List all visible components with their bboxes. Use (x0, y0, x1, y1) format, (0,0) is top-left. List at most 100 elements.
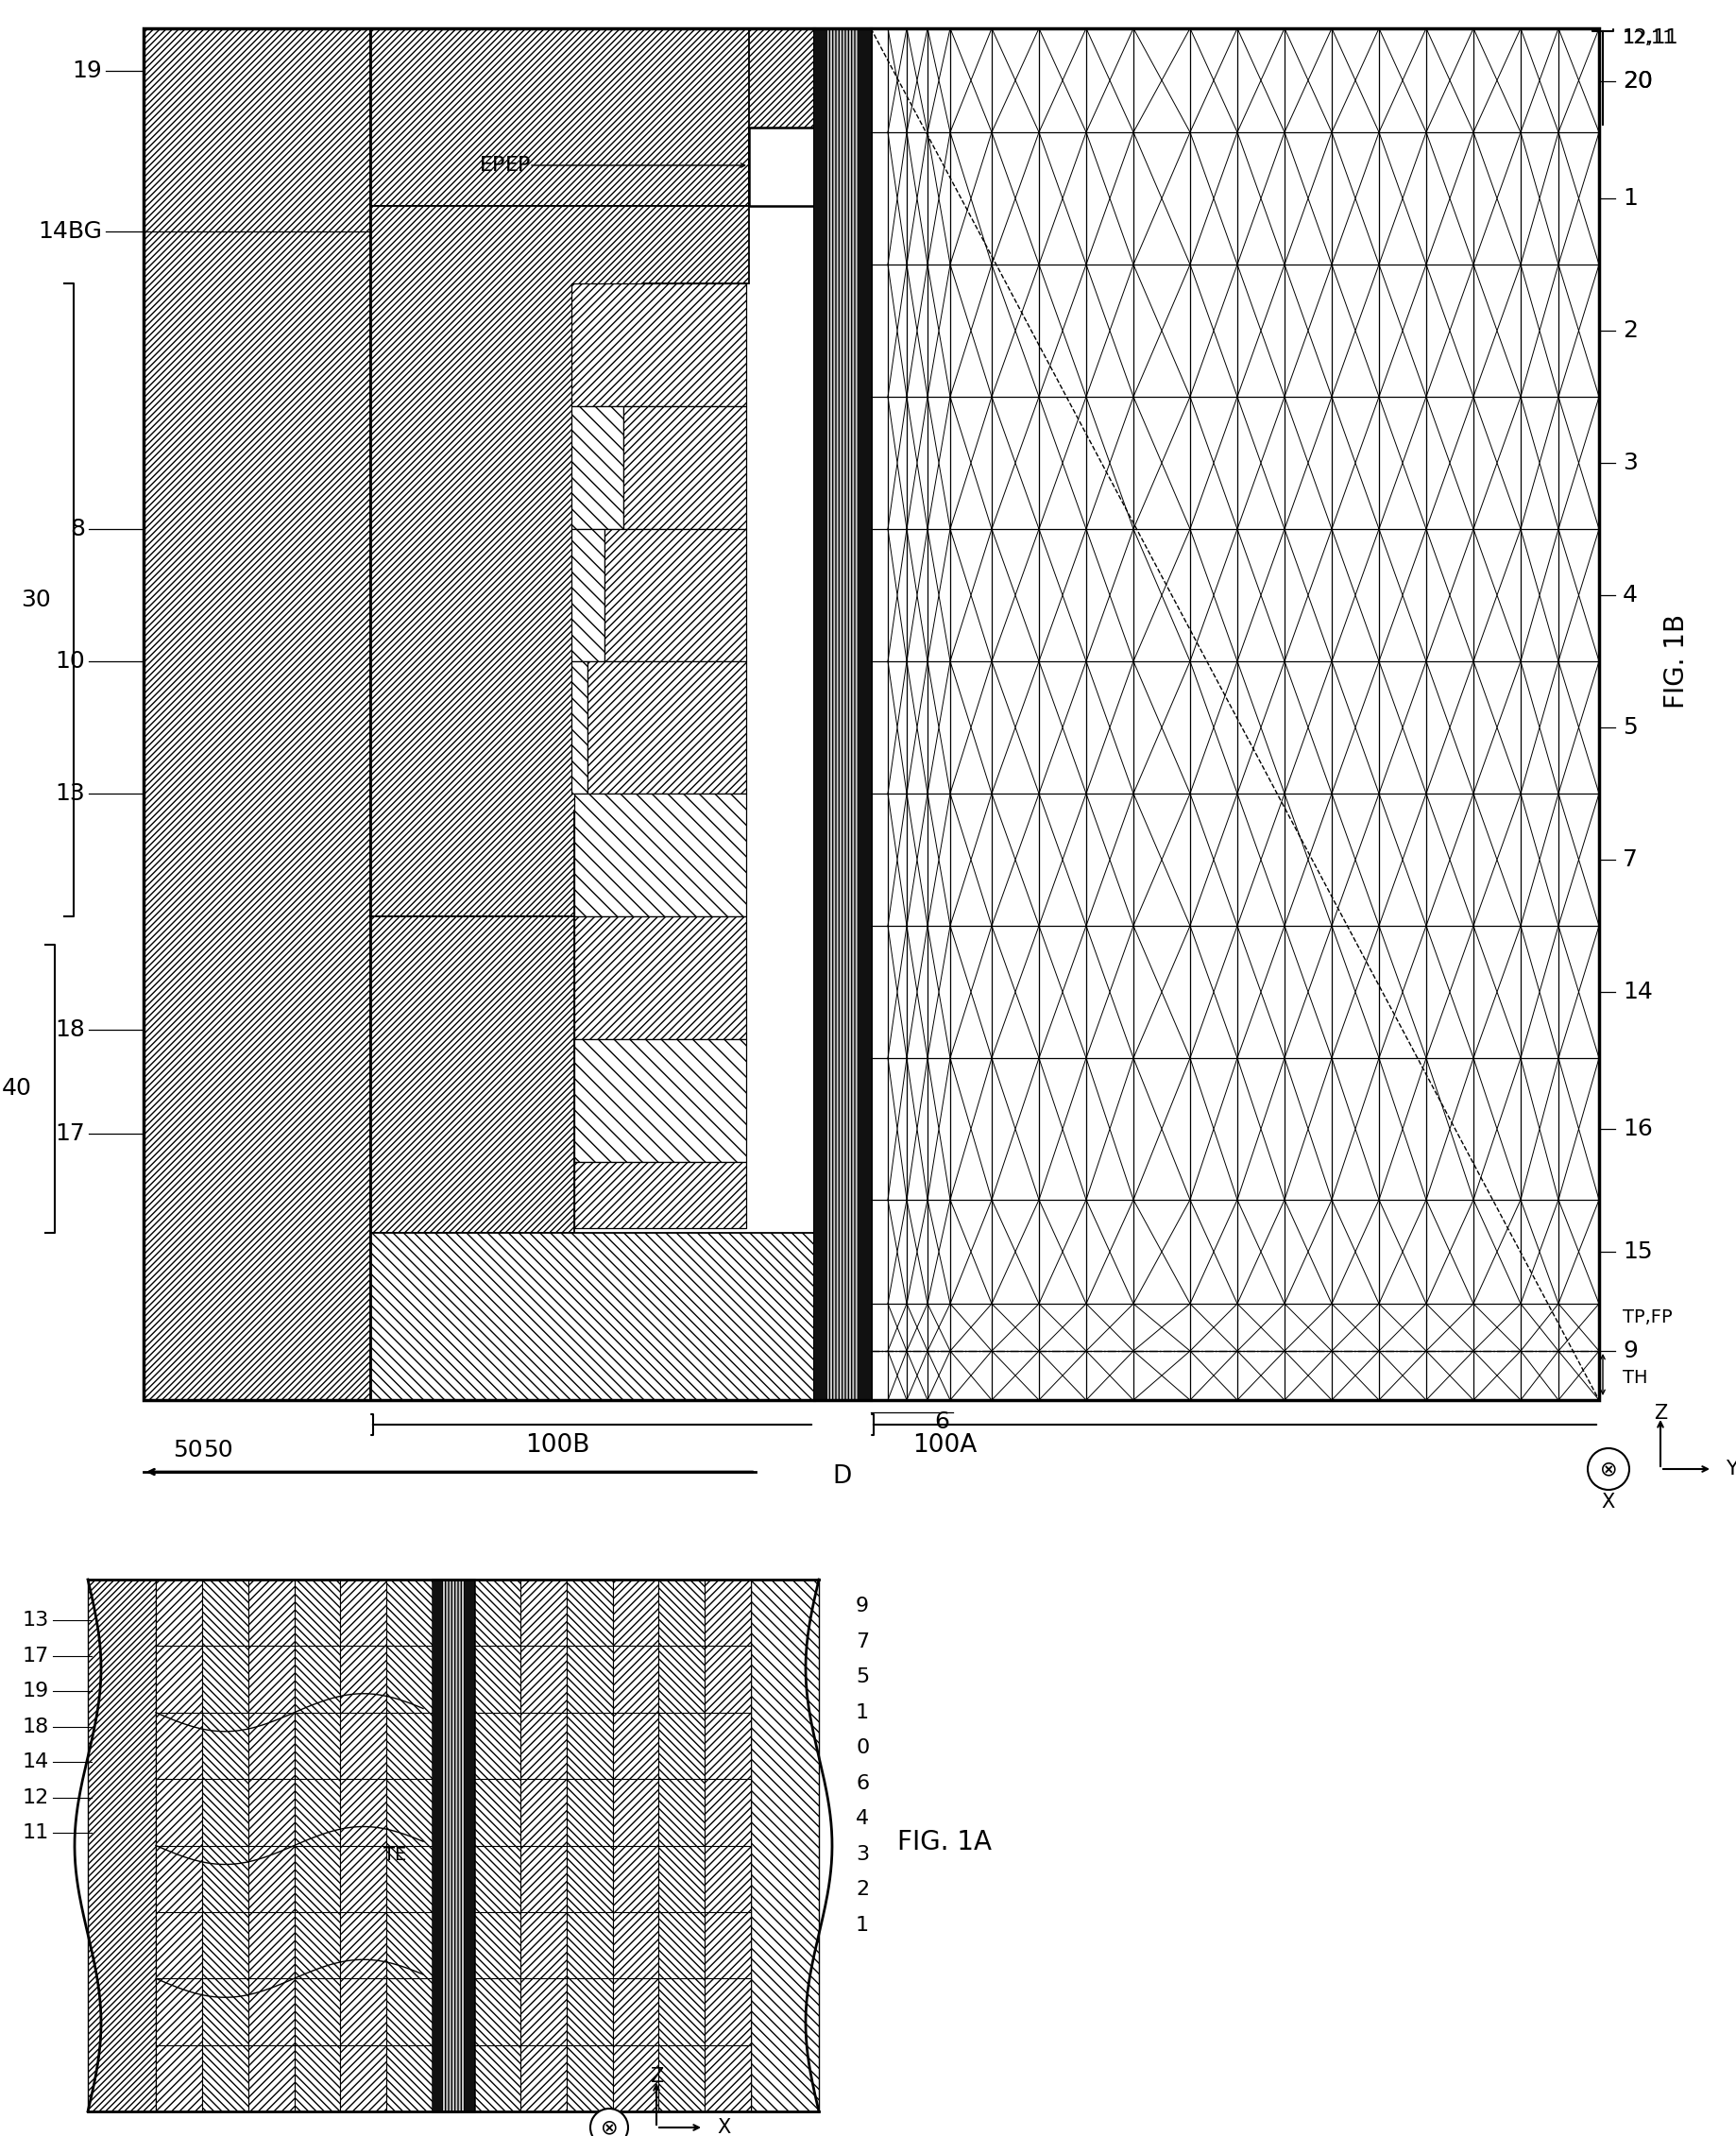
Text: 12,11: 12,11 (1623, 28, 1679, 47)
Text: FIG. 1A: FIG. 1A (898, 1828, 991, 1856)
Polygon shape (658, 1579, 705, 2113)
Text: EP: EP (505, 156, 531, 175)
Text: 12,11: 12,11 (1623, 28, 1675, 47)
Text: TE: TE (384, 1846, 406, 1865)
Text: 17: 17 (23, 1647, 49, 1666)
Polygon shape (248, 1579, 293, 2113)
Polygon shape (575, 1040, 746, 1162)
Polygon shape (575, 916, 746, 1040)
Text: D: D (833, 1465, 852, 1489)
Polygon shape (370, 28, 814, 205)
Bar (748, 128, 814, 205)
Polygon shape (705, 1579, 752, 2113)
Text: 19: 19 (23, 1681, 49, 1700)
Bar (465, 1579, 474, 2113)
Circle shape (1588, 1448, 1630, 1489)
Polygon shape (613, 1579, 658, 2113)
Polygon shape (370, 916, 575, 1232)
Polygon shape (340, 1579, 387, 2113)
Polygon shape (575, 795, 746, 916)
Text: 1: 1 (1623, 188, 1637, 209)
Polygon shape (571, 406, 623, 530)
Bar (144, 28, 1599, 1399)
Bar (370, 1232, 814, 1399)
Text: 17: 17 (56, 1121, 85, 1145)
Polygon shape (571, 284, 746, 406)
Text: ⊗: ⊗ (1599, 1459, 1618, 1478)
Bar (144, 28, 370, 1399)
Text: 1: 1 (856, 1916, 870, 1935)
Text: 5: 5 (1623, 716, 1637, 739)
Text: 30: 30 (21, 590, 50, 611)
Text: Z: Z (649, 2068, 663, 2087)
Text: 5: 5 (856, 1668, 870, 1685)
Text: Y: Y (1726, 1459, 1736, 1478)
Text: 13: 13 (56, 782, 85, 805)
Text: 19: 19 (71, 60, 102, 81)
Text: 20: 20 (1623, 70, 1653, 92)
Text: FIG. 1B: FIG. 1B (1663, 613, 1689, 709)
Text: X: X (1602, 1493, 1614, 1512)
Bar (432, 1579, 474, 2113)
Text: EP: EP (479, 156, 505, 175)
Polygon shape (571, 662, 587, 795)
Polygon shape (571, 530, 604, 662)
Text: 18: 18 (56, 1019, 85, 1040)
Polygon shape (566, 1579, 613, 2113)
Text: TP,FP: TP,FP (1623, 1309, 1672, 1326)
Text: TH: TH (1623, 1369, 1647, 1386)
Bar (871, 28, 1599, 1399)
Text: 3: 3 (856, 1846, 870, 1865)
Text: 15: 15 (1623, 1241, 1653, 1262)
Polygon shape (474, 1579, 521, 2113)
Text: 6: 6 (934, 1410, 950, 1433)
Circle shape (590, 2108, 628, 2136)
Text: 18: 18 (23, 1717, 49, 1737)
Text: 7: 7 (1623, 848, 1637, 871)
Polygon shape (156, 1579, 201, 2113)
Text: 3: 3 (1623, 451, 1637, 474)
Text: 50: 50 (203, 1440, 233, 1461)
Text: 4: 4 (1623, 583, 1637, 607)
Bar (89, 1579, 819, 2113)
Bar (432, 1579, 443, 2113)
Bar (814, 28, 871, 1399)
Text: 13: 13 (23, 1611, 49, 1630)
Text: 12: 12 (23, 1788, 49, 1807)
Polygon shape (587, 662, 746, 795)
Polygon shape (293, 1579, 340, 2113)
Text: 0: 0 (856, 1739, 870, 1758)
Text: 8: 8 (69, 517, 85, 540)
Polygon shape (521, 1579, 566, 2113)
Text: 10: 10 (56, 649, 85, 673)
Text: 20: 20 (1623, 70, 1653, 92)
Polygon shape (201, 1579, 248, 2113)
Text: Z: Z (1654, 1403, 1667, 1423)
Text: 50: 50 (174, 1440, 203, 1461)
Text: 6: 6 (856, 1775, 870, 1792)
Text: 100B: 100B (524, 1433, 590, 1457)
Text: 1: 1 (856, 1702, 870, 1722)
Text: 2: 2 (1623, 318, 1637, 342)
Text: 14: 14 (1623, 980, 1653, 1004)
Text: 7: 7 (856, 1632, 870, 1651)
Text: 9: 9 (1623, 1339, 1637, 1363)
Polygon shape (387, 1579, 432, 2113)
Polygon shape (370, 205, 748, 916)
Polygon shape (623, 406, 746, 530)
Text: 16: 16 (1623, 1117, 1653, 1141)
Polygon shape (752, 1579, 819, 2113)
Bar (814, 28, 828, 1399)
Text: 14: 14 (23, 1752, 49, 1771)
Polygon shape (89, 1579, 156, 2113)
Text: X: X (717, 2119, 731, 2136)
Text: 100A: 100A (913, 1433, 977, 1457)
Text: 11: 11 (23, 1824, 49, 1841)
Text: 2: 2 (856, 1880, 870, 1899)
Bar (144, 28, 1599, 1399)
Text: ⊗: ⊗ (601, 2119, 618, 2136)
Polygon shape (748, 28, 814, 205)
Polygon shape (575, 1162, 746, 1228)
Text: W1: W1 (437, 1822, 467, 1841)
Text: 4: 4 (856, 1809, 870, 1828)
